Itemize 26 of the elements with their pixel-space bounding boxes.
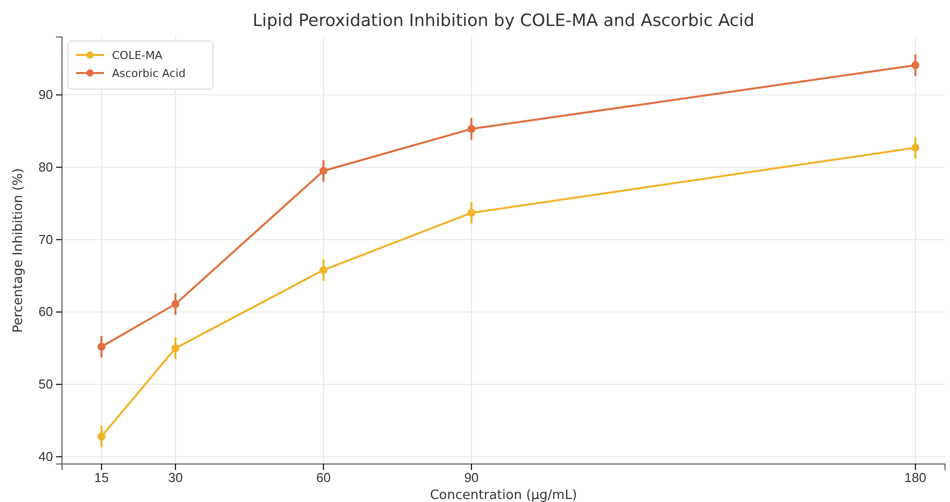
- y-tick-label: 50: [38, 376, 53, 392]
- x-tick-label: 180: [904, 470, 926, 486]
- y-tick-label: 90: [38, 87, 53, 102]
- point: [467, 124, 476, 133]
- point: [467, 208, 476, 217]
- x-axis-title: Concentration (µg/mL): [430, 488, 578, 502]
- x-tick-label: 60: [316, 470, 331, 486]
- point: [171, 300, 180, 308]
- x-tick-label: 90: [464, 470, 479, 486]
- point: [319, 266, 328, 274]
- y-tick-label: 70: [38, 232, 53, 247]
- point: [319, 166, 328, 175]
- x-tick-label: 15: [94, 470, 109, 486]
- point: [911, 61, 920, 70]
- y-tick-label: 80: [38, 159, 53, 174]
- chart-title: Lipid Peroxidation Inhibition by COLE-MA and Ascorbic Acid: [252, 11, 754, 31]
- point: [97, 432, 106, 440]
- point: [911, 144, 920, 152]
- x-tick-label: 30: [168, 470, 183, 486]
- y-tick-label: 60: [38, 304, 53, 320]
- point: [97, 342, 106, 351]
- y-axis-title: Percentage Inhibition (%): [11, 168, 26, 333]
- legend-label: COLE-MA: [112, 49, 163, 62]
- y-tick-label: 40: [38, 448, 53, 464]
- point: [171, 344, 180, 352]
- legend-label: Ascorbic Acid: [112, 67, 186, 80]
